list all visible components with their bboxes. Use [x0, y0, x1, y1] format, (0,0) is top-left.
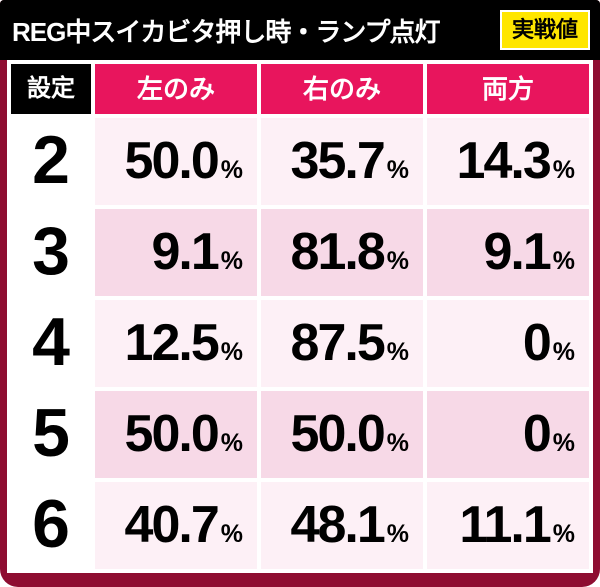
header-col-left-only: 左のみ [95, 64, 257, 114]
value-number: 50.0 [124, 405, 220, 463]
percent-sign: % [220, 520, 243, 548]
value-number: 48.1 [290, 496, 386, 554]
value-number: 0 [522, 405, 552, 463]
setting-cell-5: 5 [11, 391, 91, 478]
value-number: 11.1 [459, 496, 551, 554]
percent-sign: % [552, 338, 575, 366]
value-number: 87.5 [290, 314, 386, 372]
value-cell-3-right: 81.8% [261, 209, 423, 296]
value-cell-5-right: 50.0% [261, 391, 423, 478]
value-cell-4-left: 12.5% [95, 300, 257, 387]
value-cell-5-left: 50.0% [95, 391, 257, 478]
value-cell-6-right: 48.1% [261, 482, 423, 569]
header-col-both: 両方 [427, 64, 589, 114]
setting-cell-3: 3 [11, 209, 91, 296]
setting-cell-2: 2 [11, 118, 91, 205]
value-cell-3-left: 9.1% [95, 209, 257, 296]
value-cell-2-right: 35.7% [261, 118, 423, 205]
header-setting: 設定 [11, 64, 91, 114]
percent-sign: % [552, 429, 575, 457]
percent-sign: % [386, 247, 409, 275]
percent-sign: % [220, 247, 243, 275]
value-number: 9.1 [151, 223, 219, 281]
percent-sign: % [220, 429, 243, 457]
value-number: 40.7 [124, 496, 220, 554]
percent-sign: % [552, 156, 575, 184]
value-number: 35.7 [290, 132, 386, 190]
value-number: 0 [522, 314, 552, 372]
percent-sign: % [552, 520, 575, 548]
value-cell-2-left: 50.0% [95, 118, 257, 205]
value-number: 50.0 [290, 405, 386, 463]
value-number: 12.5 [124, 314, 220, 372]
percent-sign: % [386, 156, 409, 184]
title-bar: REG中スイカビタ押し時・ランプ点灯 実戦値 [0, 0, 600, 60]
percent-sign: % [386, 429, 409, 457]
data-table: 設定 左のみ 右のみ 両方 2 50.0% 35.7% 14.3% 3 9.1%… [7, 60, 593, 573]
value-cell-4-both: 0% [427, 300, 589, 387]
value-cell-5-both: 0% [427, 391, 589, 478]
value-cell-2-both: 14.3% [427, 118, 589, 205]
percent-sign: % [220, 338, 243, 366]
value-number: 9.1 [483, 223, 551, 281]
value-number: 14.3 [456, 132, 552, 190]
percent-sign: % [386, 520, 409, 548]
percent-sign: % [386, 338, 409, 366]
jissen-value-badge: 実戦値 [499, 10, 590, 50]
value-cell-4-right: 87.5% [261, 300, 423, 387]
value-number: 81.8 [290, 223, 386, 281]
percent-sign: % [220, 156, 243, 184]
value-cell-3-both: 9.1% [427, 209, 589, 296]
percent-sign: % [552, 247, 575, 275]
value-number: 50.0 [124, 132, 220, 190]
value-cell-6-both: 11.1% [427, 482, 589, 569]
setting-cell-4: 4 [11, 300, 91, 387]
header-col-right-only: 右のみ [261, 64, 423, 114]
page-title: REG中スイカビタ押し時・ランプ点灯 [12, 16, 441, 47]
value-cell-6-left: 40.7% [95, 482, 257, 569]
setting-cell-6: 6 [11, 482, 91, 569]
